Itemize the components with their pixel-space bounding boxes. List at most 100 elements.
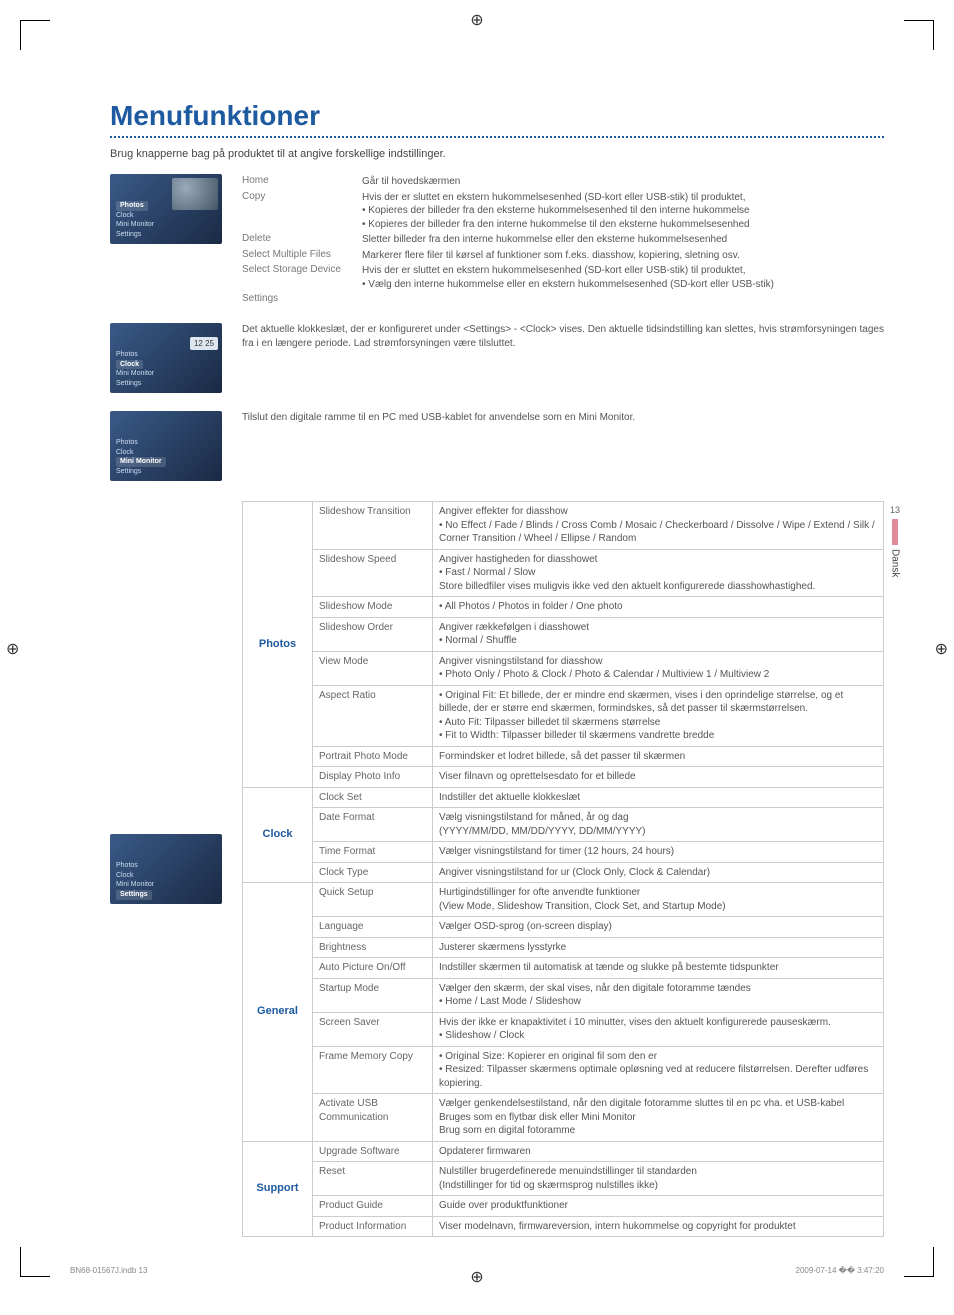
table-row: GeneralQuick SetupHurtigindstillinger fo… xyxy=(243,883,884,917)
menu-row: Select Storage DeviceHvis der er sluttet… xyxy=(242,263,884,292)
value-cell: Angiver hastigheden for diasshowet• Fast… xyxy=(433,549,884,597)
menu-desc: Hvis der er sluttet en ekstern hukommels… xyxy=(362,264,884,291)
value-cell: • Original Size: Kopierer en original fi… xyxy=(433,1046,884,1094)
section-settings: Photos Clock Mini Monitor Settings Photo… xyxy=(110,501,884,1237)
crop-mark xyxy=(904,20,934,50)
crop-mark xyxy=(20,20,50,50)
table-row: Time FormatVælger visningstilstand for t… xyxy=(243,842,884,863)
thumb-item: Clock xyxy=(116,872,134,879)
value-cell: Nulstiller brugerdefinerede menuindstill… xyxy=(433,1162,884,1196)
menu-row: DeleteSletter billeder fra den interne h… xyxy=(242,232,884,248)
menu-desc: Går til hovedskærmen xyxy=(362,175,884,189)
thumb-item: Photos xyxy=(116,351,138,358)
thumb-item: Settings xyxy=(116,231,141,238)
reg-right: ⊕ xyxy=(935,639,948,659)
key-cell: Activate USB Communication xyxy=(313,1094,433,1142)
table-row: Frame Memory Copy• Original Size: Kopier… xyxy=(243,1046,884,1094)
key-cell: Product Information xyxy=(313,1216,433,1237)
menu-row: CopyHvis der er sluttet en ekstern hukom… xyxy=(242,190,884,233)
value-cell: Indstiller skærmen til automatisk at tæn… xyxy=(433,958,884,979)
table-row: ResetNulstiller brugerdefinerede menuind… xyxy=(243,1162,884,1196)
page-title: Menufunktioner xyxy=(110,100,884,132)
table-row: Auto Picture On/OffIndstiller skærmen ti… xyxy=(243,958,884,979)
table-row: Aspect Ratio• Original Fit: Et billede, … xyxy=(243,685,884,746)
table-row: Date FormatVælg visningstilstand for mån… xyxy=(243,808,884,842)
value-cell: Angiver effekter for diasshow• No Effect… xyxy=(433,502,884,550)
thumb-settings: Photos Clock Mini Monitor Settings xyxy=(110,834,222,904)
thumb-mini: Photos Clock Mini Monitor Settings xyxy=(110,411,222,481)
value-cell: Viser modelnavn, firmwareversion, intern… xyxy=(433,1216,884,1237)
table-row: Slideshow Mode• All Photos / Photos in f… xyxy=(243,597,884,618)
value-cell: • Original Fit: Et billede, der er mindr… xyxy=(433,685,884,746)
table-row: Startup ModeVælger den skærm, der skal v… xyxy=(243,978,884,1012)
value-cell: Vælger den skærm, der skal vises, når de… xyxy=(433,978,884,1012)
table-row: PhotosSlideshow TransitionAngiver effekt… xyxy=(243,502,884,550)
value-cell: Vælg visningstilstand for måned, år og d… xyxy=(433,808,884,842)
value-cell: Hurtigindstillinger for ofte anvendte fu… xyxy=(433,883,884,917)
table-row: Screen SaverHvis der ikke er knapaktivit… xyxy=(243,1012,884,1046)
table-row: View ModeAngiver visningstilstand for di… xyxy=(243,651,884,685)
menu-label: Settings xyxy=(242,293,362,304)
table-row: Activate USB CommunicationVælger genkend… xyxy=(243,1094,884,1142)
thumb-highlight: Settings xyxy=(116,890,152,900)
value-cell: Vælger OSD-sprog (on-screen display) xyxy=(433,917,884,938)
key-cell: Slideshow Mode xyxy=(313,597,433,618)
thumb-photos: Photos Clock Mini Monitor Settings xyxy=(110,174,222,244)
key-cell: Auto Picture On/Off xyxy=(313,958,433,979)
value-cell: Guide over produktfunktioner xyxy=(433,1196,884,1217)
table-row: Slideshow SpeedAngiver hastigheden for d… xyxy=(243,549,884,597)
title-underline xyxy=(110,136,884,138)
section-photos: Photos Clock Mini Monitor Settings HomeG… xyxy=(110,174,884,305)
value-cell: Angiver rækkefølgen i diasshowet• Normal… xyxy=(433,617,884,651)
thumb-item: Mini Monitor xyxy=(116,221,154,228)
thumb-item: Photos xyxy=(116,862,138,869)
thumb-highlight: Mini Monitor xyxy=(116,457,166,467)
table-row: Slideshow OrderAngiver rækkefølgen i dia… xyxy=(243,617,884,651)
value-cell: Opdaterer firmwaren xyxy=(433,1141,884,1162)
value-cell: Angiver visningstilstand for ur (Clock O… xyxy=(433,862,884,883)
key-cell: Slideshow Order xyxy=(313,617,433,651)
section-clock: 12 25 Photos Clock Mini Monitor Settings… xyxy=(110,323,884,393)
reg-left: ⊕ xyxy=(6,639,19,659)
footer-right: 2009-07-14 �� 3:47:20 xyxy=(796,1266,884,1275)
thumb-item: Settings xyxy=(116,380,141,387)
value-cell: Justerer skærmens lysstyrke xyxy=(433,937,884,958)
value-cell: • All Photos / Photos in folder / One ph… xyxy=(433,597,884,618)
menu-label: Home xyxy=(242,175,362,189)
key-cell: Date Format xyxy=(313,808,433,842)
key-cell: Language xyxy=(313,917,433,938)
thumb-highlight: Photos xyxy=(116,201,148,211)
table-row: Clock TypeAngiver visningstilstand for u… xyxy=(243,862,884,883)
footer-left: BN68-01567J.indb 13 xyxy=(70,1266,147,1275)
table-row: Product GuideGuide over produktfunktione… xyxy=(243,1196,884,1217)
value-cell: Vælger genkendelsestilstand, når den dig… xyxy=(433,1094,884,1142)
key-cell: Frame Memory Copy xyxy=(313,1046,433,1094)
menu-desc xyxy=(362,293,884,304)
key-cell: Aspect Ratio xyxy=(313,685,433,746)
category-cell: Clock xyxy=(243,787,313,883)
value-cell: Formindsker et lodret billede, så det pa… xyxy=(433,746,884,767)
menu-label: Delete xyxy=(242,233,362,247)
table-row: Product InformationViser modelnavn, firm… xyxy=(243,1216,884,1237)
key-cell: Slideshow Speed xyxy=(313,549,433,597)
category-cell: General xyxy=(243,883,313,1142)
table-row: ClockClock SetIndstiller det aktuelle kl… xyxy=(243,787,884,808)
side-bar xyxy=(892,519,898,545)
thumb-item: Clock xyxy=(116,449,134,456)
key-cell: Clock Set xyxy=(313,787,433,808)
key-cell: Clock Type xyxy=(313,862,433,883)
thumb-highlight: Clock xyxy=(116,360,143,370)
key-cell: Upgrade Software xyxy=(313,1141,433,1162)
thumb-item: Mini Monitor xyxy=(116,370,154,377)
menu-row: HomeGår til hovedskærmen xyxy=(242,174,884,190)
menu-row: Settings xyxy=(242,292,884,305)
side-tab: 13 Dansk xyxy=(888,505,902,581)
table-row: Display Photo InfoViser filnavn og opret… xyxy=(243,767,884,788)
category-cell: Support xyxy=(243,1141,313,1237)
crop-mark xyxy=(904,1247,934,1277)
key-cell: Slideshow Transition xyxy=(313,502,433,550)
value-cell: Indstiller det aktuelle klokkeslæt xyxy=(433,787,884,808)
menu-desc: Hvis der er sluttet en ekstern hukommels… xyxy=(362,191,884,232)
key-cell: Product Guide xyxy=(313,1196,433,1217)
table-row: BrightnessJusterer skærmens lysstyrke xyxy=(243,937,884,958)
